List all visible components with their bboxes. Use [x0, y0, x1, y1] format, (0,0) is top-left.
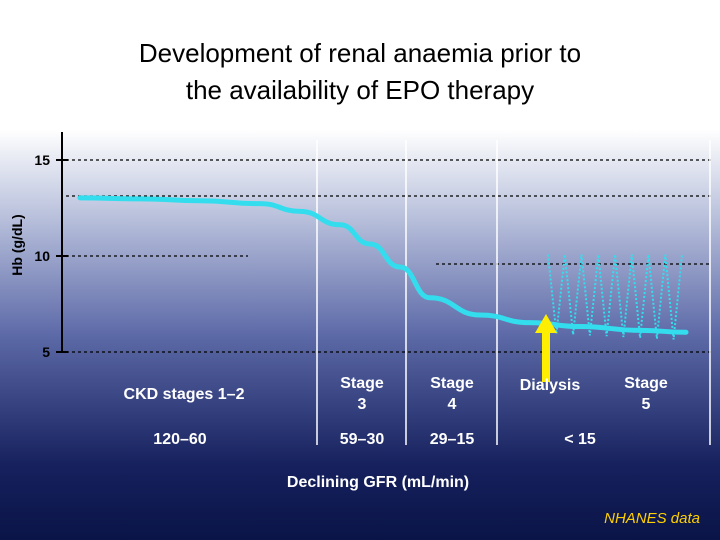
stage-label-dialysis: Dialysis — [520, 377, 581, 394]
y-tick-label-10: 10 — [34, 248, 50, 264]
gfr-label-59-30: 59–30 — [340, 431, 385, 448]
y-tick-label-5: 5 — [42, 344, 50, 360]
stage-label-ckd-1-2: CKD stages 1–2 — [124, 386, 245, 403]
stage-label-3: Stage 3 — [340, 375, 384, 413]
y-tick-label-15: 15 — [34, 152, 50, 168]
source-note: NHANES data — [604, 510, 700, 527]
stage-label-5: Stage 5 — [624, 375, 668, 413]
dialysis-arrow — [535, 314, 557, 382]
y-axis-label: Hb (g/dL) — [9, 214, 25, 275]
gfr-label-29-15: 29–15 — [430, 431, 475, 448]
x-axis-label: Declining GFR (mL/min) — [287, 474, 469, 491]
gfr-label-120-60: 120–60 — [153, 431, 206, 448]
dialysis-oscillation — [547, 254, 683, 340]
stage-label-4: Stage 4 — [430, 375, 474, 413]
chart-title-line-2: the availability of EPO therapy — [186, 75, 534, 105]
gfr-label-under-15: < 15 — [564, 431, 596, 448]
hb-curve — [77, 195, 689, 335]
chart-title-line-1: Development of renal anaemia prior to — [139, 38, 581, 68]
